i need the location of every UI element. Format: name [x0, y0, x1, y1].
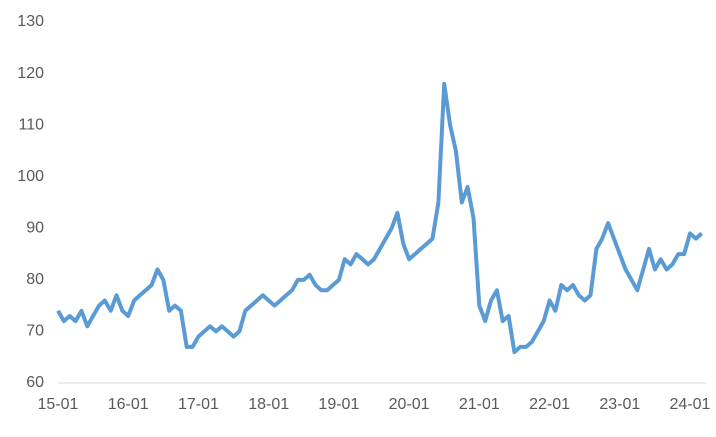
y-tick-label: 70: [26, 323, 44, 340]
y-tick-label: 100: [17, 168, 44, 185]
y-tick-label: 120: [17, 65, 44, 82]
x-tick-label: 17-01: [178, 396, 219, 413]
y-tick-label: 60: [26, 374, 44, 391]
x-tick-label: 23-01: [599, 396, 640, 413]
y-tick-label: 90: [26, 220, 44, 237]
x-tick-label: 20-01: [389, 396, 430, 413]
y-tick-label: 80: [26, 271, 44, 288]
y-tick-label: 110: [18, 116, 44, 133]
x-tick-label: 19-01: [318, 396, 359, 413]
x-tick-label: 21-01: [459, 396, 500, 413]
x-tick-label: 22-01: [529, 396, 570, 413]
y-tick-label: 130: [17, 13, 44, 30]
x-tick-label: 18-01: [248, 396, 289, 413]
x-tick-label: 16-01: [108, 396, 149, 413]
data-line: [56, 81, 704, 355]
x-tick-label: 15-01: [38, 396, 79, 413]
x-tick-label: 24-01: [670, 396, 711, 413]
